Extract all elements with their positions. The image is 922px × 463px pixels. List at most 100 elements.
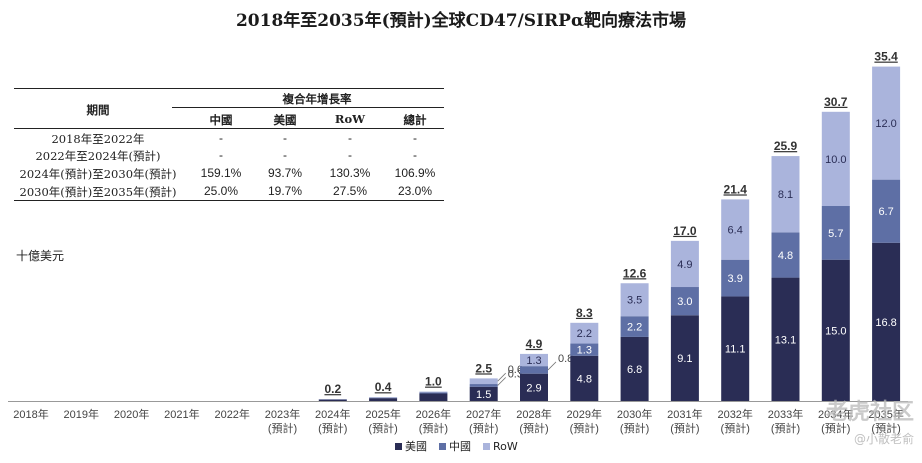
row2-us: - — [283, 148, 287, 162]
row2-row: - — [348, 148, 352, 162]
legend-swatch-us — [395, 442, 402, 450]
x-tick-label: 2018年 — [13, 407, 48, 421]
total-label: 8.3 — [576, 306, 593, 320]
period-header: 期間 — [86, 103, 110, 117]
row1-china: - — [219, 131, 223, 145]
total-label: 30.7 — [824, 95, 848, 109]
data-label: 6.7 — [878, 206, 893, 218]
watermark: 老虎社区 @小散老俞 — [826, 394, 914, 447]
bar-segment — [520, 366, 548, 374]
data-label: 3.0 — [677, 296, 692, 308]
x-tick-note: (預計) — [268, 421, 297, 435]
x-tick-label: 2024年 — [315, 407, 350, 421]
x-tick-label: 2032年 — [717, 407, 752, 421]
total-label: 1.0 — [425, 375, 442, 389]
total-label: 12.6 — [623, 266, 647, 280]
table-bottom-rule — [14, 200, 444, 201]
col-header-total: 總計 — [403, 113, 427, 127]
bar-segment — [721, 259, 750, 297]
unit-label: 十億美元 — [16, 249, 65, 263]
bar-segment — [570, 343, 599, 356]
x-tick-label: 2020年 — [114, 407, 149, 421]
callout-label: 0.8 — [558, 353, 573, 365]
bar-segment — [520, 373, 548, 401]
legend-item-row: RoW — [483, 438, 518, 454]
data-label: 6.4 — [728, 225, 743, 237]
x-tick-note: (預計) — [519, 421, 548, 435]
bar-segment — [469, 386, 498, 401]
table-top-rule — [14, 88, 444, 89]
x-tick-note: (預計) — [620, 421, 649, 435]
data-label: 5.7 — [828, 228, 843, 240]
table-group-rule — [172, 107, 444, 108]
bar-segment — [721, 199, 750, 260]
row4-china: 25.0% — [203, 184, 239, 198]
data-label: 15.0 — [825, 325, 846, 337]
x-tick-label: 2027年 — [466, 407, 501, 421]
bar-segment — [369, 398, 398, 401]
row1-us: - — [283, 131, 287, 145]
data-label: 2.2 — [627, 322, 642, 334]
total-label: 0.2 — [324, 382, 341, 396]
bar-segment — [620, 316, 649, 337]
cagr-group-header: 複合年增長率 — [282, 92, 352, 106]
data-label: 3.5 — [627, 295, 642, 307]
data-label: 1.5 — [476, 389, 491, 401]
row4-row: 27.5% — [332, 184, 368, 198]
row-period-2: 2022年至2024年(預計) — [35, 149, 161, 163]
data-label: 9.1 — [677, 353, 692, 365]
x-tick-label: 2019年 — [64, 407, 99, 421]
x-tick-note: (預計) — [318, 421, 347, 435]
row4-total: 23.0% — [397, 184, 433, 198]
table-header-rule — [14, 128, 444, 129]
x-tick-note: (預計) — [821, 421, 850, 435]
row-period-1: 2018年至2022年 — [51, 132, 145, 146]
bar-segment — [670, 240, 699, 288]
legend: 美國 中國 RoW — [395, 438, 518, 454]
bar-segment — [771, 277, 800, 401]
watermark-handle: @小散老俞 — [853, 432, 914, 446]
total-label: 4.9 — [526, 337, 543, 351]
legend-item-us: 美國 — [395, 438, 427, 454]
total-label: 21.4 — [724, 182, 748, 196]
bar-segment — [872, 179, 901, 243]
bar-segment — [419, 392, 448, 394]
row3-china: 159.1% — [200, 166, 242, 180]
col-header-row: RoW — [334, 112, 366, 126]
x-tick-note: (預計) — [469, 421, 498, 435]
total-label: 17.0 — [673, 224, 697, 238]
bar-segment — [670, 315, 699, 401]
bar-segment — [721, 296, 750, 401]
bar-segment — [570, 322, 599, 344]
bar-segment — [670, 287, 699, 316]
data-label: 11.1 — [725, 344, 746, 356]
data-label: 1.3 — [526, 355, 541, 367]
data-label: 3.9 — [728, 273, 743, 285]
total-label: 25.9 — [774, 139, 798, 153]
total-label: 2.5 — [475, 361, 492, 375]
data-label: 12.0 — [875, 118, 896, 130]
bar-segment — [570, 355, 599, 401]
bar-segment — [419, 391, 448, 393]
callout-leader — [547, 361, 557, 371]
bar-segment — [872, 242, 901, 401]
x-tick-label: 2026年 — [416, 407, 451, 421]
data-label: 2.9 — [526, 382, 541, 394]
row3-row: 130.3% — [329, 166, 371, 180]
data-label: 16.8 — [875, 317, 896, 329]
bar-segment — [419, 393, 448, 401]
legend-label-us: 美國 — [405, 440, 427, 453]
bar-segment — [821, 206, 850, 260]
x-tick-label: 2033年 — [768, 407, 803, 421]
bar-segment — [469, 378, 498, 385]
x-tick-note: (預計) — [670, 421, 699, 435]
legend-item-china: 中國 — [439, 438, 471, 454]
chart-title: 2018年至2035年(預計)全球CD47/SIRPα靶向療法市場 — [235, 11, 687, 31]
legend-label-china: 中國 — [449, 440, 471, 453]
x-tick-label: 2030年 — [617, 407, 652, 421]
callout-label: 0.6 — [508, 364, 523, 376]
bar-segment — [771, 232, 800, 278]
data-label: 10.0 — [825, 154, 846, 166]
legend-swatch-row — [483, 442, 490, 450]
total-label: 0.4 — [375, 380, 392, 394]
